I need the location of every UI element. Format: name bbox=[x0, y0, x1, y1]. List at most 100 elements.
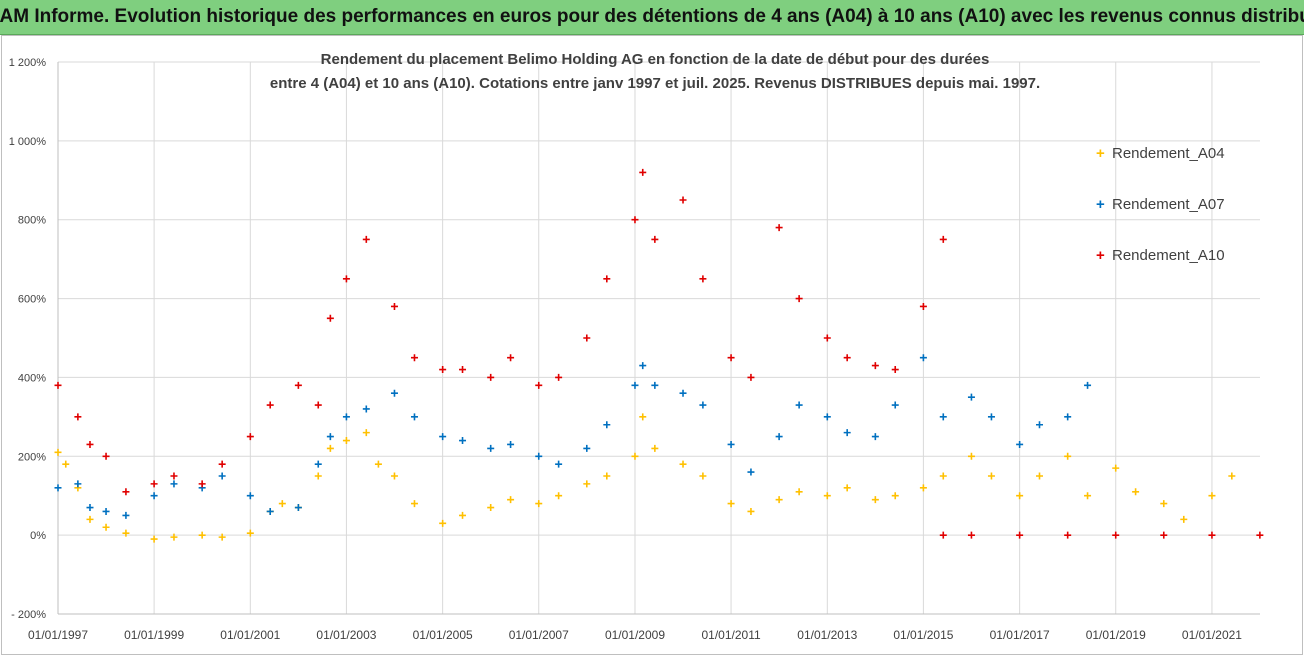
point-rendement_a10-2 bbox=[54, 381, 62, 389]
point-rendement_a10-2 bbox=[843, 354, 851, 362]
point-rendement_a04-0 bbox=[535, 500, 543, 508]
y-tick-label: 600% bbox=[18, 294, 46, 306]
point-rendement_a07-1 bbox=[987, 413, 995, 421]
point-rendement_a10-2 bbox=[747, 373, 755, 381]
point-rendement_a07-1 bbox=[871, 433, 879, 441]
point-rendement_a04-0 bbox=[362, 429, 370, 437]
point-rendement_a10-2 bbox=[102, 452, 110, 460]
point-rendement_a04-0 bbox=[987, 472, 995, 480]
point-rendement_a04-0 bbox=[1208, 492, 1216, 500]
point-rendement_a10-2 bbox=[631, 216, 639, 224]
point-rendement_a07-1 bbox=[583, 444, 591, 452]
point-rendement_a10-2 bbox=[439, 366, 447, 374]
point-rendement_a10-2 bbox=[639, 168, 647, 176]
point-rendement_a04-0 bbox=[459, 511, 467, 519]
point-rendement_a07-1 bbox=[102, 507, 110, 515]
point-rendement_a04-0 bbox=[939, 472, 947, 480]
banner-title: ADAM Informe. Evolution historique des p… bbox=[0, 6, 1304, 27]
point-rendement_a10-2 bbox=[487, 373, 495, 381]
x-tick-label: 01/01/2013 bbox=[797, 628, 857, 642]
point-rendement_a10-3 bbox=[1112, 531, 1120, 539]
point-rendement_a07-1 bbox=[603, 421, 611, 429]
point-rendement_a07-1 bbox=[294, 504, 302, 512]
y-tick-label: 0% bbox=[30, 530, 46, 542]
point-rendement_a07-1 bbox=[246, 492, 254, 500]
point-rendement_a04-0 bbox=[823, 492, 831, 500]
point-rendement_a04-0 bbox=[122, 529, 130, 537]
y-tick-label: - 200% bbox=[11, 609, 46, 621]
point-rendement_a04-0 bbox=[1016, 492, 1024, 500]
point-rendement_a07-1 bbox=[939, 413, 947, 421]
point-rendement_a07-1 bbox=[967, 393, 975, 401]
point-rendement_a07-1 bbox=[459, 437, 467, 445]
legend-marker-a04: + bbox=[1096, 145, 1105, 162]
point-rendement_a04-0 bbox=[919, 484, 927, 492]
point-rendement_a07-1 bbox=[727, 440, 735, 448]
point-rendement_a07-1 bbox=[487, 444, 495, 452]
point-rendement_a10-2 bbox=[314, 401, 322, 409]
chart-title: Rendement du placement Belimo Holding AG… bbox=[255, 48, 1055, 96]
y-tick-label: 200% bbox=[18, 451, 46, 463]
point-rendement_a07-1 bbox=[679, 389, 687, 397]
point-rendement_a04-0 bbox=[1132, 488, 1140, 496]
point-rendement_a04-0 bbox=[218, 533, 226, 541]
point-rendement_a10-3 bbox=[967, 531, 975, 539]
point-rendement_a04-0 bbox=[1228, 472, 1236, 480]
point-rendement_a10-2 bbox=[86, 440, 94, 448]
x-tick-label: 01/01/2021 bbox=[1182, 628, 1242, 642]
point-rendement_a07-1 bbox=[54, 484, 62, 492]
report-banner: ADAM Informe. Evolution historique des p… bbox=[0, 0, 1304, 35]
point-rendement_a10-2 bbox=[891, 366, 899, 374]
legend-marker-a10: + bbox=[1096, 247, 1105, 264]
point-rendement_a10-2 bbox=[342, 275, 350, 283]
point-rendement_a04-0 bbox=[651, 444, 659, 452]
point-rendement_a04-0 bbox=[342, 437, 350, 445]
point-rendement_a04-0 bbox=[775, 496, 783, 504]
x-tick-label: 01/01/2009 bbox=[605, 628, 665, 642]
point-rendement_a07-1 bbox=[342, 413, 350, 421]
point-rendement_a04-0 bbox=[555, 492, 563, 500]
point-rendement_a07-1 bbox=[1064, 413, 1072, 421]
point-rendement_a04-0 bbox=[278, 500, 286, 508]
point-rendement_a10-2 bbox=[823, 334, 831, 342]
point-rendement_a07-1 bbox=[891, 401, 899, 409]
point-rendement_a10-2 bbox=[651, 235, 659, 243]
x-tick-label: 01/01/2007 bbox=[509, 628, 569, 642]
point-rendement_a10-2 bbox=[583, 334, 591, 342]
point-rendement_a07-1 bbox=[86, 504, 94, 512]
point-rendement_a10-2 bbox=[266, 401, 274, 409]
x-tick-label: 01/01/2017 bbox=[990, 628, 1050, 642]
point-rendement_a04-0 bbox=[246, 529, 254, 537]
point-rendement_a07-1 bbox=[266, 507, 274, 515]
point-rendement_a07-1 bbox=[795, 401, 803, 409]
point-rendement_a04-0 bbox=[1160, 500, 1168, 508]
point-rendement_a04-0 bbox=[1084, 492, 1092, 500]
chart-legend: + Rendement_A04 + Rendement_A07 + Rendem… bbox=[1096, 128, 1225, 281]
point-rendement_a04-0 bbox=[747, 507, 755, 515]
point-rendement_a04-0 bbox=[170, 533, 178, 541]
point-rendement_a07-1 bbox=[535, 452, 543, 460]
point-rendement_a07-1 bbox=[314, 460, 322, 468]
point-rendement_a10-3 bbox=[939, 531, 947, 539]
point-rendement_a04-0 bbox=[326, 444, 334, 452]
chart-title-line-2: entre 4 (A04) et 10 ans (A10). Cotations… bbox=[269, 75, 1041, 92]
y-tick-label: 1 200% bbox=[9, 57, 47, 69]
point-rendement_a10-2 bbox=[795, 295, 803, 303]
point-rendement_a04-0 bbox=[1036, 472, 1043, 480]
point-rendement_a04-0 bbox=[967, 452, 975, 460]
point-rendement_a10-3 bbox=[1208, 531, 1216, 539]
point-rendement_a07-1 bbox=[170, 480, 178, 488]
point-rendement_a10-2 bbox=[727, 354, 735, 362]
point-rendement_a04-0 bbox=[631, 452, 639, 460]
point-rendement_a04-0 bbox=[374, 460, 382, 468]
point-rendement_a04-0 bbox=[507, 496, 515, 504]
point-rendement_a04-0 bbox=[583, 480, 591, 488]
legend-marker-a07: + bbox=[1096, 196, 1105, 213]
point-rendement_a07-1 bbox=[699, 401, 707, 409]
point-rendement_a04-0 bbox=[727, 500, 735, 508]
point-rendement_a10-2 bbox=[246, 433, 254, 441]
point-rendement_a07-1 bbox=[1036, 421, 1043, 429]
point-rendement_a04-0 bbox=[1112, 464, 1120, 472]
point-rendement_a07-1 bbox=[823, 413, 831, 421]
